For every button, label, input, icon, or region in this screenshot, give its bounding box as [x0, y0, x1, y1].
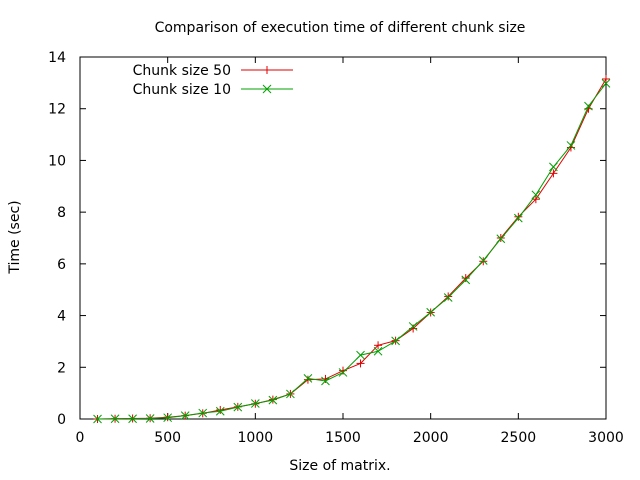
data-point	[303, 374, 313, 383]
data-point	[321, 376, 330, 386]
data-point	[198, 408, 208, 418]
y-tick-label: 14	[48, 50, 66, 66]
data-point	[443, 293, 453, 302]
data-point	[391, 336, 400, 346]
data-point	[479, 257, 488, 266]
data-point	[110, 414, 120, 424]
y-tick-label: 8	[57, 205, 66, 221]
x-tick-label: 1500	[325, 430, 361, 446]
legend-marker	[262, 84, 272, 94]
x-tick-label: 3000	[588, 430, 624, 446]
data-point	[93, 414, 102, 424]
x-tick-label: 1000	[238, 430, 274, 446]
data-point	[566, 141, 576, 150]
data-point	[602, 74, 610, 83]
data-point	[321, 374, 330, 383]
data-point	[531, 190, 541, 200]
data-point	[461, 274, 470, 283]
data-point	[531, 195, 540, 204]
y-tick-label: 2	[57, 360, 66, 376]
x-tick-label: 500	[154, 430, 181, 446]
data-point	[444, 292, 453, 301]
data-point	[145, 414, 155, 423]
y-axis-label: Time (sec)	[7, 200, 23, 274]
y-tick-label: 6	[57, 257, 66, 273]
data-point	[408, 322, 418, 331]
data-point	[286, 389, 295, 399]
series-2	[93, 79, 611, 424]
data-point	[128, 414, 137, 424]
data-point	[513, 213, 523, 223]
legend: Chunk size 50 Chunk size 10	[133, 63, 293, 98]
data-point	[356, 359, 365, 368]
data-point	[373, 346, 383, 356]
data-point	[461, 275, 471, 285]
data-point	[339, 366, 347, 375]
data-point	[584, 101, 593, 111]
series-1	[93, 74, 610, 423]
plot-frame	[79, 56, 607, 420]
data-point	[496, 234, 506, 244]
data-point	[514, 212, 523, 221]
data-point	[478, 256, 488, 265]
data-point	[356, 350, 365, 360]
y-tick-label: 10	[48, 153, 66, 169]
data-point	[163, 413, 173, 423]
series-line	[97, 83, 607, 420]
data-point	[180, 411, 190, 420]
y-tick-label: 0	[57, 412, 66, 428]
x-axis-label: Size of matrix.	[289, 458, 390, 474]
plot-area	[93, 74, 611, 424]
x-tick-label: 0	[76, 430, 85, 446]
y-tick-label: 4	[57, 309, 66, 325]
legend-label: Chunk size 10	[133, 82, 231, 98]
data-point	[601, 79, 611, 88]
chart-title: Comparison of execution time of differen…	[155, 20, 526, 36]
data-point	[338, 368, 348, 377]
data-point	[233, 402, 243, 412]
legend-label: Chunk size 50	[133, 63, 231, 79]
data-point	[426, 307, 436, 317]
data-point	[496, 234, 505, 242]
data-point	[250, 399, 260, 408]
x-tick-label: 2000	[413, 430, 449, 446]
axes: 0 500 1000 1500 2000 2500 3000 0 2 4 6 8 10 12 14	[48, 50, 624, 446]
data-point	[268, 395, 278, 405]
data-point	[374, 341, 383, 350]
x-tick-label: 2500	[501, 430, 537, 446]
data-point	[216, 405, 225, 414]
data-point	[549, 162, 558, 172]
legend-marker	[263, 66, 271, 74]
data-point	[303, 375, 312, 384]
y-tick-label: 12	[48, 102, 66, 118]
data-point	[549, 169, 558, 178]
data-point	[215, 406, 225, 416]
series-line	[97, 78, 607, 420]
